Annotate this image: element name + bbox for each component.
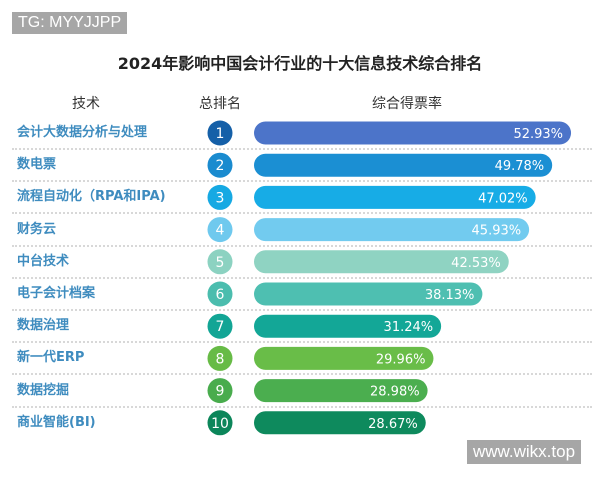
rank-badge (207, 120, 233, 146)
bar (254, 411, 426, 435)
row-separator (12, 180, 592, 183)
bar-value-label: 29.96% (376, 352, 426, 367)
rank-badge (207, 345, 233, 371)
rank-badge (207, 184, 233, 210)
rank-number: 3 (216, 190, 225, 206)
bar (254, 314, 442, 338)
bar (254, 185, 536, 209)
bar (254, 121, 572, 145)
bar-value-label: 47.02% (478, 191, 528, 206)
category-label: 数据治理 (17, 318, 70, 334)
rank-badge (207, 217, 233, 243)
bar (254, 282, 483, 306)
category-label: 会计大数据分析与处理 (17, 125, 148, 140)
header-rank: 总排名 (199, 96, 241, 112)
row-separator (12, 148, 592, 150)
category-label: 电子会计档案 (17, 286, 96, 301)
bar-value-label: 38.13% (425, 288, 475, 303)
row-separator (12, 212, 592, 215)
category-label: 财务云 (17, 221, 57, 237)
bar-value-label: 49.78% (495, 159, 545, 174)
bar-value-label: 42.53% (451, 256, 501, 271)
row-separator (12, 373, 592, 376)
header-vote-rate: 综合得票率 (372, 96, 442, 112)
rank-badge (207, 152, 233, 178)
rank-number: 4 (216, 223, 225, 239)
category-label: 数电票 (17, 157, 57, 173)
header-technology: 技术 (72, 96, 100, 112)
row-separator (12, 341, 592, 344)
rank-number: 10 (211, 416, 229, 432)
rank-number: 2 (216, 158, 225, 174)
rank-number: 9 (216, 384, 225, 400)
category-label: 中台技术 (17, 253, 70, 269)
bar-value-label: 28.98% (370, 385, 420, 400)
category-label: 数据挖掘 (17, 382, 70, 398)
row-separator (12, 405, 592, 408)
rank-badge (207, 410, 233, 436)
bar-value-label: 52.93% (513, 127, 563, 142)
bar (254, 346, 434, 370)
chart-title: 2024年影响中国会计行业的十大信息技术综合排名 (117, 54, 483, 73)
rank-badge (207, 313, 233, 339)
bar-value-label: 45.93% (472, 224, 522, 239)
rank-number: 7 (216, 319, 225, 335)
bar (254, 379, 428, 403)
rank-number: 6 (216, 287, 225, 303)
rank-number: 1 (216, 126, 225, 142)
bar (254, 250, 509, 274)
rank-badge (207, 281, 233, 307)
watermark-top-left: TG: MYYJJPP (12, 12, 128, 34)
category-label: 流程自动化（RPA和IPA) (17, 189, 166, 205)
bar-value-label: 28.67% (368, 417, 418, 432)
rank-badge (207, 249, 233, 275)
category-label: 新一代ERP (17, 350, 85, 366)
rank-number: 5 (216, 255, 225, 271)
bar (254, 218, 530, 242)
watermark-bottom-right: www.wikx.top (467, 440, 582, 464)
row-separator (12, 276, 592, 279)
rank-badge (207, 378, 233, 404)
bar (254, 153, 553, 177)
bar-value-label: 31.24% (384, 320, 434, 335)
rank-number: 8 (216, 351, 225, 367)
row-separator (12, 244, 592, 247)
category-label: 商业智能(BI) (17, 414, 96, 430)
row-separator (12, 309, 592, 311)
